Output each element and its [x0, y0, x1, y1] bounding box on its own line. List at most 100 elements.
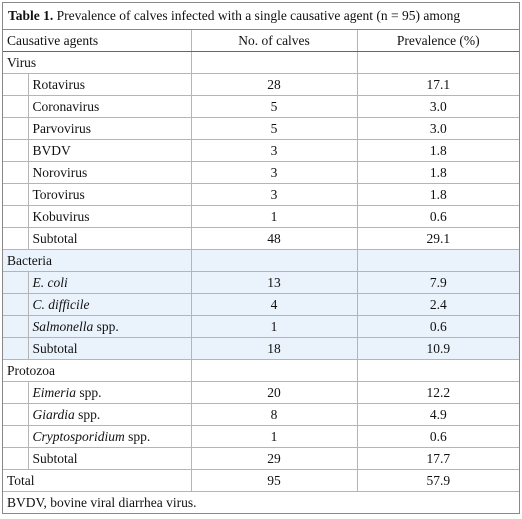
count: 18	[190, 337, 358, 360]
count: 5	[190, 95, 358, 118]
agent-name-text: BVDV	[32, 142, 71, 158]
prevalence: 2.4	[356, 293, 520, 316]
cell	[190, 249, 358, 272]
table-row: Rotavirus 28 17.1	[3, 73, 520, 96]
agent-name: Subtotal	[27, 227, 192, 250]
table-row: Subtotal 29 17.7	[3, 447, 520, 470]
prevalence: 1.8	[356, 183, 520, 206]
indent-cell	[3, 271, 29, 294]
table-row: Bacteria	[3, 249, 520, 272]
agent-name: Giardia spp.	[27, 403, 192, 426]
prevalence: 57.9	[356, 469, 520, 492]
count: 4	[190, 293, 358, 316]
table-row: Kobuvirus 1 0.6	[3, 205, 520, 228]
agent-name-text: Subtotal	[32, 450, 78, 466]
agent-name-text: Parvovirus	[32, 120, 92, 136]
table-row: C. difficile 4 2.4	[3, 293, 520, 316]
prevalence: 17.1	[356, 73, 520, 96]
cell	[190, 359, 358, 382]
agent-name: Parvovirus	[27, 117, 192, 140]
agent-name: Cryptosporidium spp.	[27, 425, 192, 448]
indent-cell	[3, 425, 29, 448]
table-row: Virus	[3, 51, 520, 74]
agent-name-text: Norovirus	[32, 164, 88, 180]
table-row: BVDV, bovine viral diarrhea virus.	[3, 491, 520, 513]
indent-cell	[3, 117, 29, 140]
agent-name-suffix: spp.	[74, 406, 101, 422]
agent-name: Kobuvirus	[27, 205, 192, 228]
indent-cell	[3, 183, 29, 206]
indent-cell	[3, 161, 29, 184]
agent-name-text: Subtotal	[32, 230, 78, 246]
agent-name: C. difficile	[27, 293, 192, 316]
agent-name-text: Giardia	[32, 406, 75, 422]
table-row: Cryptosporidium spp. 1 0.6	[3, 425, 520, 448]
agent-name: BVDV	[27, 139, 192, 162]
table-row: Norovirus 3 1.8	[3, 161, 520, 184]
indent-cell	[3, 337, 29, 360]
agent-name: Coronavirus	[27, 95, 192, 118]
prevalence: 1.8	[356, 139, 520, 162]
agent-name-suffix: spp.	[93, 318, 119, 334]
cell	[356, 359, 520, 382]
count: 1	[190, 315, 358, 338]
group-name: Virus	[3, 51, 192, 74]
cell	[190, 51, 358, 74]
indent-cell	[3, 205, 29, 228]
caption: Table 1. Prevalence of calves infected w…	[3, 3, 519, 30]
prevalence: 7.9	[356, 271, 520, 294]
header-cell: No. of calves	[190, 30, 358, 52]
prevalence: 29.1	[356, 227, 520, 250]
count: 8	[190, 403, 358, 426]
table-row: Total 95 57.9	[3, 469, 520, 492]
prevalence: 1.8	[356, 161, 520, 184]
count: 5	[190, 117, 358, 140]
agent-name-text: Eimeria	[32, 384, 77, 400]
prevalence: 0.6	[356, 315, 520, 338]
indent-cell	[3, 381, 29, 404]
prevalence: 17.7	[356, 447, 520, 470]
group-name: Protozoa	[3, 359, 192, 382]
header-cell: Causative agents	[3, 30, 192, 52]
agent-name-text: Salmonella	[32, 318, 94, 334]
agent-name-text: Coronavirus	[32, 98, 100, 114]
indent-cell	[3, 293, 29, 316]
count: 29	[190, 447, 358, 470]
indent-cell	[3, 447, 29, 470]
table-row: Parvovirus 5 3.0	[3, 117, 520, 140]
indent-cell	[3, 73, 29, 96]
count: 95	[190, 469, 358, 492]
prevalence: 0.6	[356, 425, 520, 448]
agent-name: Subtotal	[27, 447, 192, 470]
indent-cell	[3, 139, 29, 162]
agent-name-text: Torovirus	[32, 186, 85, 202]
agent-name: Salmonella spp.	[27, 315, 192, 338]
cell	[356, 51, 520, 74]
indent-cell	[3, 315, 29, 338]
indent-cell	[3, 95, 29, 118]
caption-text: Prevalence of calves infected with a sin…	[53, 8, 461, 23]
count: 1	[190, 425, 358, 448]
prevalence: 4.9	[356, 403, 520, 426]
agent-name-suffix: spp.	[124, 428, 151, 444]
prevalence: 0.6	[356, 205, 520, 228]
table: Causative agents No. of calves Prevalence …	[3, 30, 520, 513]
agent-name: Norovirus	[27, 161, 192, 184]
group-name: Bacteria	[3, 249, 192, 272]
table-row: Coronavirus 5 3.0	[3, 95, 520, 118]
prevalence: 3.0	[356, 95, 520, 118]
table-row: Giardia spp. 8 4.9	[3, 403, 520, 426]
agent-name-text: Rotavirus	[32, 76, 86, 92]
count: 3	[190, 161, 358, 184]
agent-name-text: Subtotal	[32, 340, 78, 356]
table-row: BVDV 3 1.8	[3, 139, 520, 162]
table-row: Subtotal 18 10.9	[3, 337, 520, 360]
agent-name: E. coli	[27, 271, 192, 294]
prevalence: 12.2	[356, 381, 520, 404]
total-name: Total	[3, 469, 192, 492]
footnote: BVDV, bovine viral diarrhea virus.	[3, 491, 520, 513]
agent-name-text: Kobuvirus	[32, 208, 90, 224]
table-row: Protozoa	[3, 359, 520, 382]
indent-cell	[3, 227, 29, 250]
